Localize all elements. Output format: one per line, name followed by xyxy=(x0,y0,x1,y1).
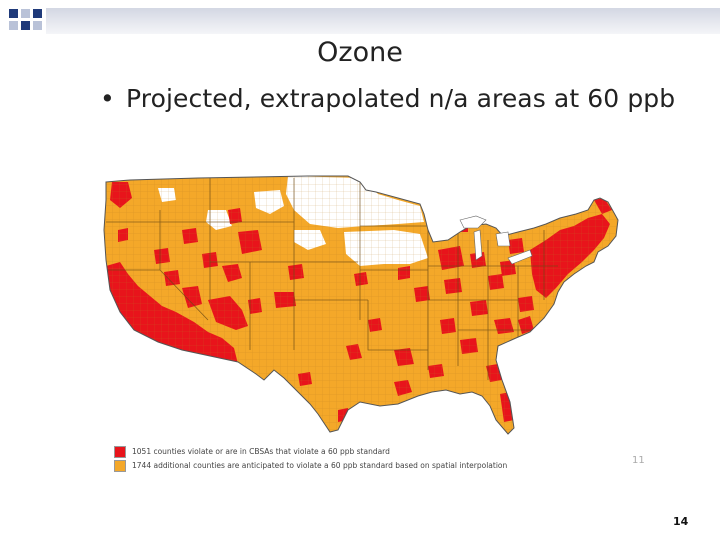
us-outline xyxy=(103,175,619,435)
header-square-6 xyxy=(33,21,42,30)
slide-title: Ozone xyxy=(317,37,403,68)
legend-item-violating: 1051 counties violate or are in CBSAs th… xyxy=(114,446,390,459)
bullet-text: Projected, extrapolated n/a areas at 60 … xyxy=(126,84,676,113)
header-square-2 xyxy=(21,9,30,18)
header-bar xyxy=(46,8,720,34)
ozone-map-figure: 1051 counties violate or are in CBSAs th… xyxy=(98,170,650,475)
bullet-dot-icon: • xyxy=(100,84,115,113)
us-county-map xyxy=(103,175,619,435)
bullet-item: • Projected, extrapolated n/a areas at 60… xyxy=(100,84,675,113)
header-square-4 xyxy=(9,21,18,30)
county-lines xyxy=(104,176,618,434)
lake-huron xyxy=(495,231,511,247)
header-square-3 xyxy=(33,9,42,18)
header-square-5 xyxy=(21,21,30,30)
legend-swatch-red xyxy=(114,446,126,458)
lake-michigan xyxy=(473,229,483,261)
legend-item-anticipated: 1744 additional counties are anticipated… xyxy=(114,460,507,473)
lake-erie xyxy=(507,249,533,265)
inner-page-number: 11 xyxy=(632,455,645,466)
legend-label-violating: 1051 counties violate or are in CBSAs th… xyxy=(132,447,390,456)
header-square-1 xyxy=(9,9,18,18)
lake-superior xyxy=(459,215,487,229)
slide-number: 14 xyxy=(673,515,689,528)
legend-label-anticipated: 1744 additional counties are anticipated… xyxy=(132,461,508,470)
state-borders xyxy=(104,178,558,380)
legend-swatch-orange xyxy=(114,460,126,472)
